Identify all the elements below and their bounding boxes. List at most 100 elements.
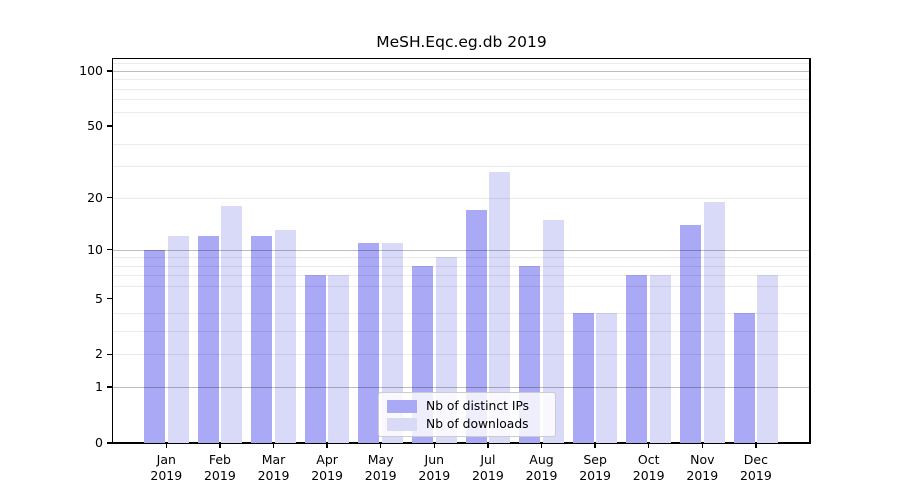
- x-tick-mark: [487, 443, 489, 448]
- x-tick-label: Sep 2019: [567, 452, 623, 483]
- x-tick-mark: [272, 443, 275, 448]
- x-tick-label: Dec 2019: [728, 452, 784, 483]
- chart-title: MeSH.Eqc.eg.db 2019: [376, 33, 547, 51]
- minor-gridline: [113, 79, 810, 81]
- x-tick-mark: [647, 443, 650, 448]
- legend-swatch-downloads: [387, 417, 417, 431]
- x-tick-year: 2019: [525, 467, 558, 483]
- bar-distinct-ips-8: [572, 313, 594, 443]
- x-tick-label: Jan 2019: [138, 452, 194, 483]
- left-spine: [111, 57, 114, 444]
- bar-distinct-ips-0: [144, 249, 165, 443]
- x-tick-month: May: [367, 452, 394, 467]
- major-gridline: [113, 70, 810, 72]
- x-tick-label: Nov 2019: [674, 452, 730, 483]
- x-tick-month: Jul: [480, 452, 496, 467]
- x-tick-year: 2019: [257, 467, 290, 483]
- y-tick-label: 50: [87, 118, 103, 134]
- y-tick-mark: [107, 442, 113, 444]
- y-tick-label: 5: [95, 290, 103, 306]
- minor-gridline: [113, 111, 810, 113]
- x-tick-year: 2019: [471, 467, 504, 483]
- x-tick-month: Dec: [743, 452, 768, 467]
- y-tick-label: 2: [95, 346, 103, 362]
- y-tick-label: 10: [87, 241, 103, 257]
- y-tick-mark: [107, 70, 113, 72]
- legend-label-downloads: Nb of downloads: [426, 417, 529, 431]
- bar-distinct-ips-9: [626, 275, 648, 443]
- minor-gridline: [113, 313, 810, 315]
- minor-gridline: [113, 257, 810, 259]
- x-tick-month: Apr: [316, 452, 338, 467]
- minor-gridline: [113, 63, 810, 65]
- y-tick-label: 20: [87, 189, 103, 205]
- legend-label-distinct-ips: Nb of distinct IPs: [426, 399, 530, 413]
- x-tick-year: 2019: [150, 467, 183, 483]
- minor-gridline: [113, 354, 810, 356]
- minor-gridline: [113, 88, 810, 90]
- x-tick-year: 2019: [632, 467, 665, 483]
- x-tick-mark: [594, 443, 596, 448]
- y-tick-label: 1: [95, 379, 103, 395]
- x-tick-year: 2019: [739, 467, 772, 483]
- legend-item-distinct-ips: Nb of distinct IPs: [387, 398, 547, 414]
- x-tick-month: Sep: [583, 452, 607, 467]
- right-spine: [809, 57, 811, 444]
- legend-swatch-distinct-ips: [387, 399, 417, 413]
- bar-distinct-ips-1: [197, 236, 219, 443]
- legend-item-downloads: Nb of downloads: [387, 416, 547, 432]
- x-tick-month: Feb: [208, 452, 231, 467]
- x-tick-month: Aug: [529, 452, 554, 467]
- bar-downloads-7: [542, 219, 564, 443]
- x-tick-mark: [540, 443, 543, 448]
- y-tick-mark: [107, 386, 113, 388]
- minor-gridline: [113, 143, 810, 145]
- x-tick-label: May 2019: [353, 452, 409, 483]
- bar-distinct-ips-4: [358, 242, 380, 443]
- x-tick-label: Aug 2019: [514, 452, 570, 483]
- x-tick-month: Nov: [690, 452, 715, 467]
- x-tick-year: 2019: [203, 467, 236, 483]
- x-tick-label: Feb 2019: [192, 452, 248, 483]
- x-tick-label: Oct 2019: [621, 452, 677, 483]
- y-tick-mark: [107, 196, 113, 199]
- top-spine: [111, 57, 811, 60]
- x-tick-mark: [701, 443, 704, 448]
- bar-downloads-10: [703, 201, 725, 443]
- bar-distinct-ips-10: [680, 224, 701, 443]
- bar-distinct-ips-3: [304, 275, 326, 443]
- bottom-spine: [111, 442, 811, 444]
- major-gridline: [113, 249, 810, 251]
- x-tick-label: Jul 2019: [460, 452, 516, 483]
- minor-gridline: [113, 286, 810, 288]
- x-tick-mark: [326, 443, 328, 448]
- bar-downloads-2: [274, 230, 296, 443]
- minor-gridline: [113, 331, 810, 333]
- x-tick-year: 2019: [311, 467, 343, 483]
- y-tick-mark: [107, 353, 113, 356]
- x-tick-label: Apr 2019: [299, 452, 355, 483]
- x-tick-mark: [165, 443, 168, 448]
- y-tick-mark: [107, 248, 113, 251]
- x-tick-year: 2019: [364, 467, 397, 483]
- x-tick-mark: [219, 443, 221, 448]
- x-tick-month: Mar: [261, 452, 286, 467]
- bar-downloads-9: [650, 275, 671, 443]
- bar-distinct-ips-2: [251, 236, 273, 443]
- y-tick-mark: [107, 297, 113, 300]
- x-tick-label: Mar 2019: [246, 452, 302, 483]
- minor-gridline: [113, 265, 810, 267]
- x-tick-month: Oct: [637, 452, 660, 467]
- x-tick-year: 2019: [418, 467, 451, 483]
- bar-distinct-ips-11: [733, 313, 755, 443]
- y-tick-label: 100: [79, 62, 103, 78]
- x-tick-mark: [379, 443, 382, 448]
- bar-downloads-8: [596, 313, 618, 443]
- minor-gridline: [113, 275, 810, 277]
- minor-gridline: [113, 99, 810, 101]
- y-tick-mark: [107, 125, 113, 127]
- bar-downloads-11: [757, 275, 779, 443]
- legend: Nb of distinct IPs Nb of downloads: [378, 392, 556, 437]
- major-gridline: [113, 387, 810, 389]
